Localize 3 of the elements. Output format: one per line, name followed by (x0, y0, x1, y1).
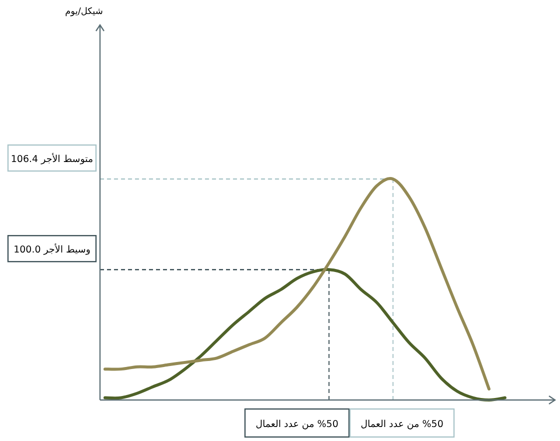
annotation: %50 من عدد العمال (256, 419, 338, 430)
annotation: شيكل/يوم (65, 7, 103, 17)
annotation: %50 من عدد العمال (360, 419, 444, 430)
